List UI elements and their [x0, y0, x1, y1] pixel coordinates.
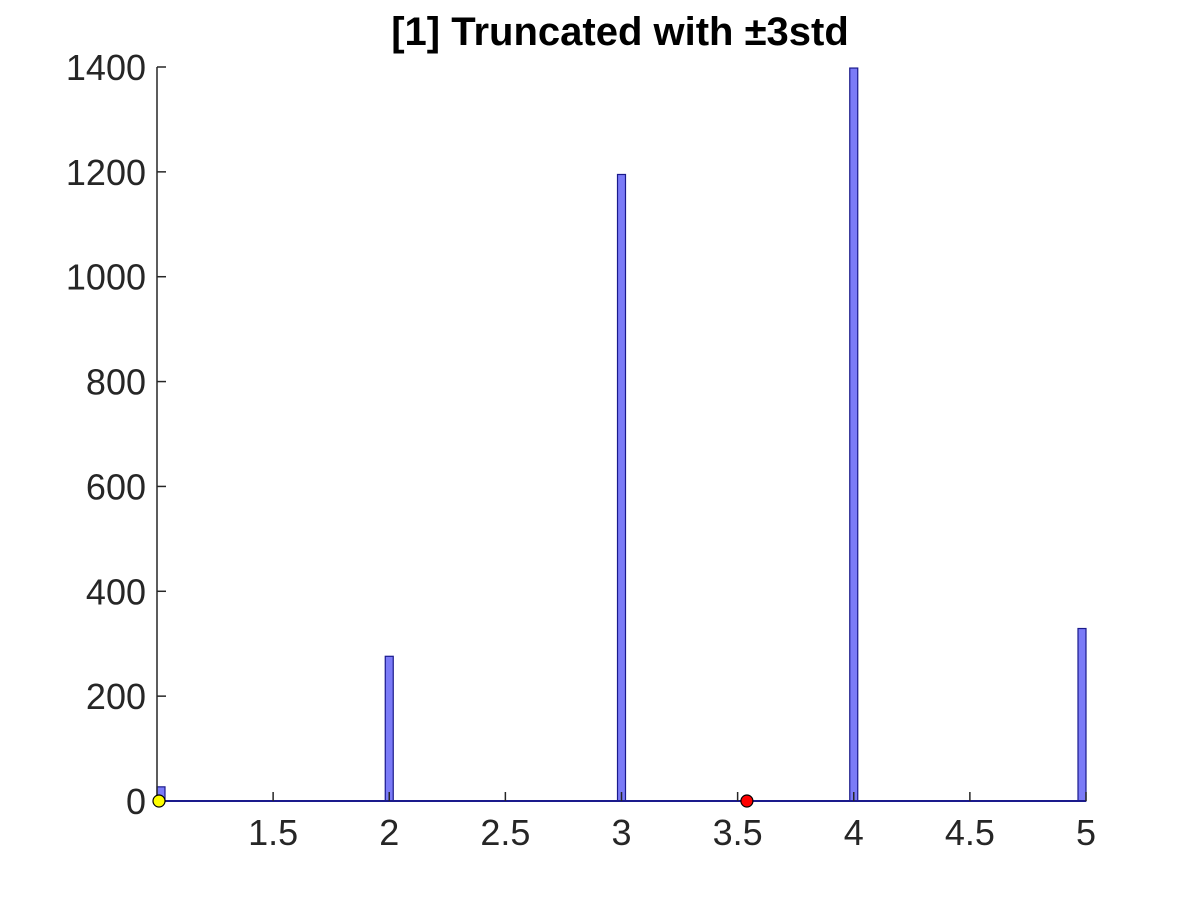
x-tick-label: 4.5: [945, 812, 995, 853]
x-tick-label: 3: [611, 812, 631, 853]
histogram-bar-2: [616, 173, 627, 802]
min-marker: [152, 794, 166, 808]
y-tick-label: 1200: [66, 152, 146, 193]
axes-layer: 0 200 400 600 800 1000 1200 1400 1.5 2 2.5 3 3.5 4 4.5…: [66, 47, 1096, 853]
x-tick-label: 4: [844, 812, 864, 853]
histogram-bar-4: [1077, 627, 1087, 802]
y-tick-label: 1400: [66, 47, 146, 88]
bars-layer: [156, 67, 1087, 802]
y-tick-label: 0: [126, 781, 146, 822]
y-tick-label: 800: [86, 362, 146, 403]
y-tick-label: 1000: [66, 257, 146, 298]
x-tick-label: 5: [1076, 812, 1096, 853]
x-tick-label: 3.5: [713, 812, 763, 853]
histogram-bar-3: [849, 67, 859, 802]
markers-layer: [152, 794, 754, 808]
x-tick-label: 2.5: [480, 812, 530, 853]
histogram-bar-1: [384, 655, 394, 802]
mean-marker: [740, 794, 754, 808]
y-tick-label: 200: [86, 676, 146, 717]
x-tick-label: 2: [379, 812, 399, 853]
y-tick-label: 600: [86, 466, 146, 507]
y-tick-label: 400: [86, 571, 146, 612]
chart-title: [1] Truncated with ±3std: [391, 10, 849, 54]
x-tick-label: 1.5: [248, 812, 298, 853]
